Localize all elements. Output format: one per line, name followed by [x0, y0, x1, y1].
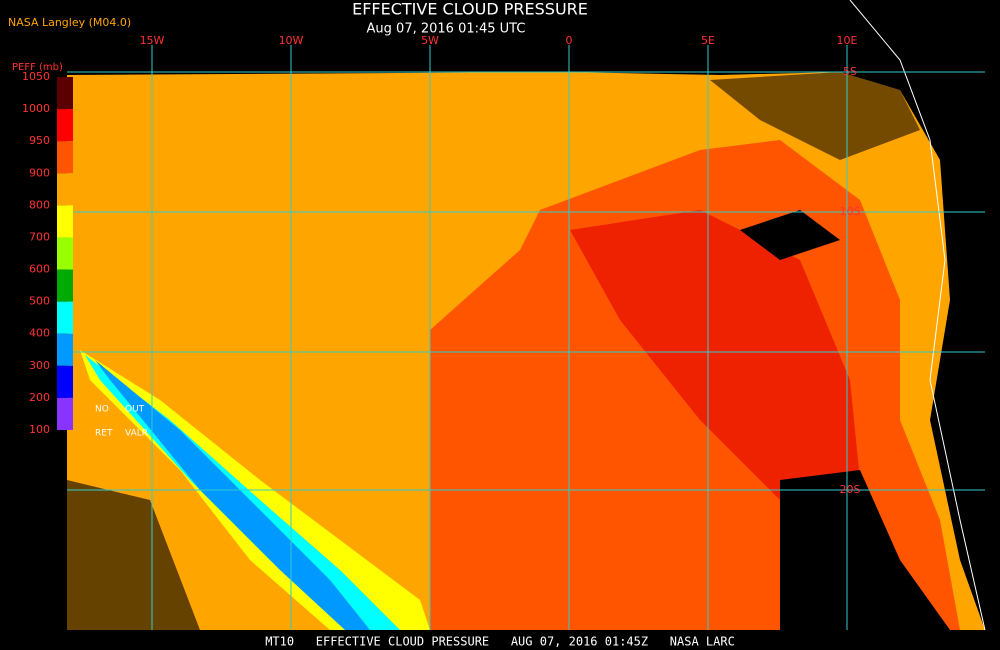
legend-tick: 300: [29, 359, 50, 372]
legend: 1050 1000 950 900 800 700 600 500 400 300 200 100 NO…: [22, 70, 148, 439]
longitude-label: 0: [566, 34, 573, 47]
legend-note: RET: [95, 429, 113, 439]
title: EFFECTIVE CLOUD PRESSURE: [352, 0, 588, 19]
longitude-label: 5W: [421, 34, 439, 47]
legend-swatch: [57, 269, 73, 302]
subtitle: Aug 07, 2016 01:45 UTC: [367, 22, 526, 37]
longitude-label: 10E: [837, 34, 858, 47]
legend-swatch: [57, 141, 73, 174]
legend-tick: 100: [29, 423, 50, 436]
legend-swatch: [57, 397, 73, 430]
legend-tick: 400: [29, 327, 50, 340]
footer: MT10 EFFECTIVE CLOUD PRESSURE AUG 07, 20…: [265, 635, 735, 649]
legend-tick: 500: [29, 295, 50, 308]
clear-patch: [740, 210, 840, 260]
legend-swatch: [57, 365, 73, 398]
legend-swatch: [57, 173, 73, 206]
legend-swatch: [57, 205, 73, 238]
legend-tick: 800: [29, 198, 50, 211]
legend-note: VALR: [125, 429, 148, 439]
legend-tick: 700: [29, 230, 50, 243]
longitude-label: 10W: [279, 34, 304, 47]
legend-tick: 1000: [22, 102, 50, 115]
legend-title: PEFF (mb): [12, 62, 63, 73]
graticule: 15W 10W 5W 0 5E 10E 5S 10S 20S: [67, 34, 985, 630]
legend-swatch: [57, 333, 73, 366]
legend-tick: 600: [29, 263, 50, 276]
legend-swatch: [57, 301, 73, 334]
clear-patch: [67, 480, 200, 630]
coastline: [849, 0, 986, 631]
legend-note: OUT: [125, 405, 145, 415]
legend-tick: 200: [29, 391, 50, 404]
clear-sky: [780, 470, 950, 630]
longitude-label: 5E: [701, 34, 715, 47]
latitude-label: 5S: [843, 65, 857, 78]
legend-tick: 900: [29, 166, 50, 179]
cloud-blue: [95, 360, 370, 630]
legend-tick: 1050: [22, 70, 50, 83]
longitude-label: 15W: [140, 34, 165, 47]
legend-swatch: [57, 77, 73, 110]
latitude-label: 10S: [840, 205, 861, 218]
cloud-red: [570, 210, 860, 500]
latitude-label: 20S: [840, 483, 861, 496]
legend-tick: 950: [29, 134, 50, 147]
legend-swatch: [57, 109, 73, 142]
legend-swatch: [57, 237, 73, 270]
clear-patch: [710, 72, 920, 160]
legend-note: NO: [95, 405, 109, 415]
source: NASA Langley (M04.0): [8, 16, 131, 29]
